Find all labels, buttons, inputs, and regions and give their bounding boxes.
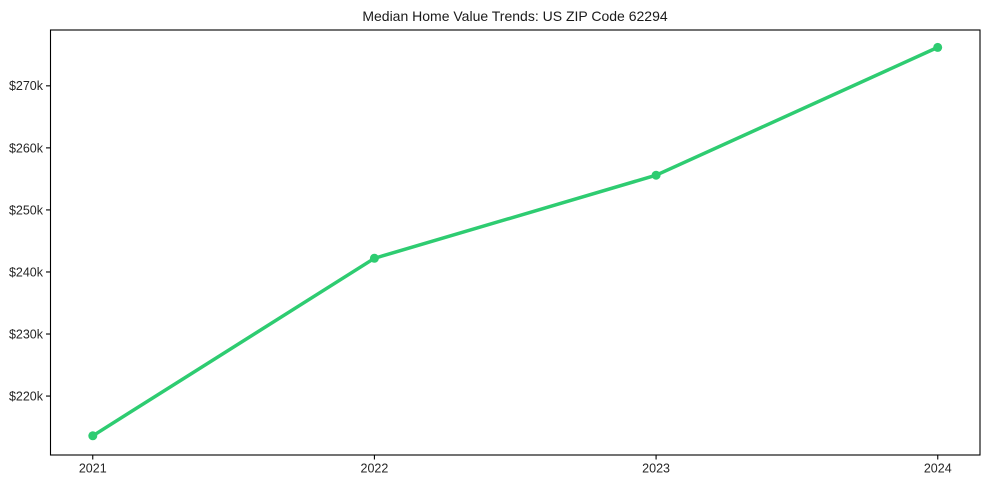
data-point-markers	[88, 42, 943, 441]
data-point-marker	[88, 431, 98, 441]
plot-area-border	[49, 29, 981, 456]
y-tick-label: $260k	[9, 141, 44, 155]
y-tick-label: $270k	[9, 79, 44, 93]
x-axis-tick-labels: 2021 2022 2023 2024	[79, 462, 952, 476]
data-point-marker	[369, 253, 379, 263]
chart-title: Median Home Value Trends: US ZIP Code 62…	[362, 8, 668, 24]
y-tick-label: $250k	[9, 203, 44, 217]
y-tick-label: $220k	[9, 389, 44, 403]
y-tick-label: $240k	[9, 265, 44, 279]
data-point-marker	[933, 42, 943, 52]
y-axis-tick-labels: $220k $230k $240k $250k $260k $270k	[9, 79, 44, 403]
x-tick-label: 2021	[79, 462, 107, 476]
trend-line	[91, 45, 940, 438]
data-point-marker	[651, 170, 661, 180]
x-tick-label: 2024	[924, 462, 952, 476]
y-axis-ticks	[46, 85, 51, 397]
y-tick-label: $230k	[9, 327, 44, 341]
x-axis-ticks	[92, 455, 939, 460]
x-tick-label: 2023	[642, 462, 670, 476]
x-tick-label: 2022	[361, 462, 389, 476]
